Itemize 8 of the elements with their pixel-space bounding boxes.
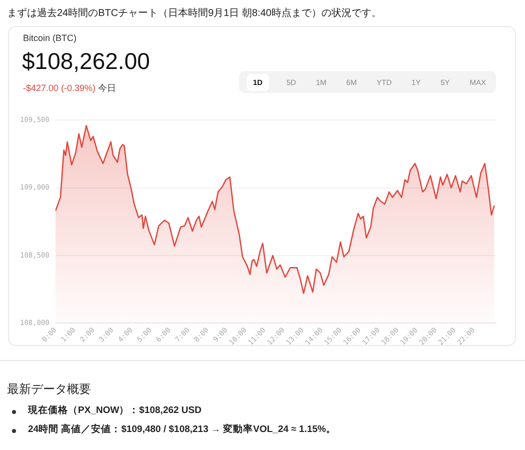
text: 最新データ概要 — [7, 381, 91, 398]
text: $108,262.00 — [22, 48, 150, 75]
chart-title: まずは過去24時間のBTCチャート（日本時間9月1日 朝8:40時点まで）の状況です。 — [7, 6, 382, 20]
text: -$427.00 (-0.39%) — [23, 83, 96, 93]
text: 現在価格（PX_NOW）：$108,262 USD — [28, 404, 202, 417]
chart-subtitle: Bitcoin (BTC) — [23, 33, 77, 43]
text: 24時間 高値／安値：$109,480 / $108,213 → 変動率VOL_24 ≈ 1.15%。 — [28, 423, 336, 436]
text: 今日 — [98, 83, 116, 93]
